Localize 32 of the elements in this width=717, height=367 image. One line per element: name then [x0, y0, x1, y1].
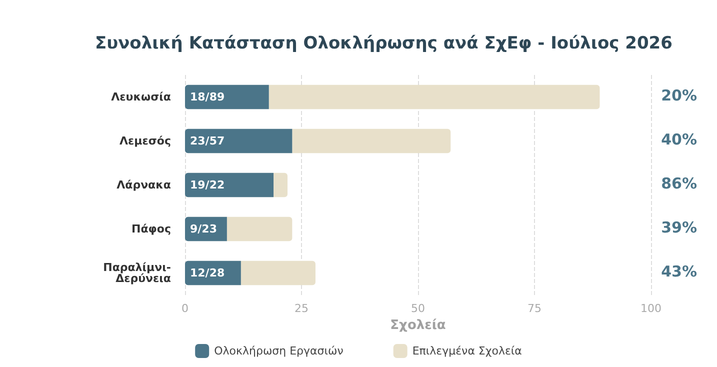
- y-tick-label: Λάρνακα: [116, 178, 172, 192]
- bar: [292, 128, 451, 154]
- y-tick-label: Λεμεσός: [120, 134, 171, 148]
- y-tick-label: Λευκωσία: [111, 90, 172, 104]
- x-tick-label: 50: [411, 302, 425, 315]
- x-tick-label: 25: [294, 302, 308, 315]
- data-label: 18/89: [190, 90, 225, 104]
- x-axis-title: Σχολεία: [390, 318, 446, 333]
- legend-label: Επιλεγμένα Σχολεία: [412, 344, 522, 358]
- chart-title: Συνολική Κατάσταση Ολοκλήρωσης ανά ΣχΕφ - Ιούλιος 2026: [95, 34, 672, 54]
- data-label: 23/57: [190, 134, 225, 148]
- bar: [226, 216, 292, 242]
- bar: [185, 128, 292, 154]
- text: 43%: [661, 262, 698, 280]
- bar: [240, 260, 316, 286]
- text: 40%: [661, 130, 698, 148]
- text: 86%: [661, 174, 698, 192]
- y-tick-label: Πάφος: [132, 222, 171, 236]
- data-label: 12/28: [190, 266, 225, 280]
- text: 20%: [661, 86, 698, 104]
- bar: [185, 172, 274, 198]
- data-label: 9/23: [190, 222, 217, 236]
- bar: [185, 84, 269, 110]
- bar: [268, 84, 600, 110]
- legend-label: Ολοκλήρωση Εργασιών: [214, 344, 344, 358]
- data-label: 19/22: [190, 178, 225, 192]
- text: 39%: [661, 218, 698, 236]
- x-tick-label: 100: [640, 302, 662, 315]
- x-tick-label: 0: [182, 302, 188, 315]
- bar: [274, 172, 288, 198]
- x-tick-label: 75: [528, 302, 542, 315]
- y-tick-label: Παραλίμνι-Δερύνεια: [103, 261, 172, 285]
